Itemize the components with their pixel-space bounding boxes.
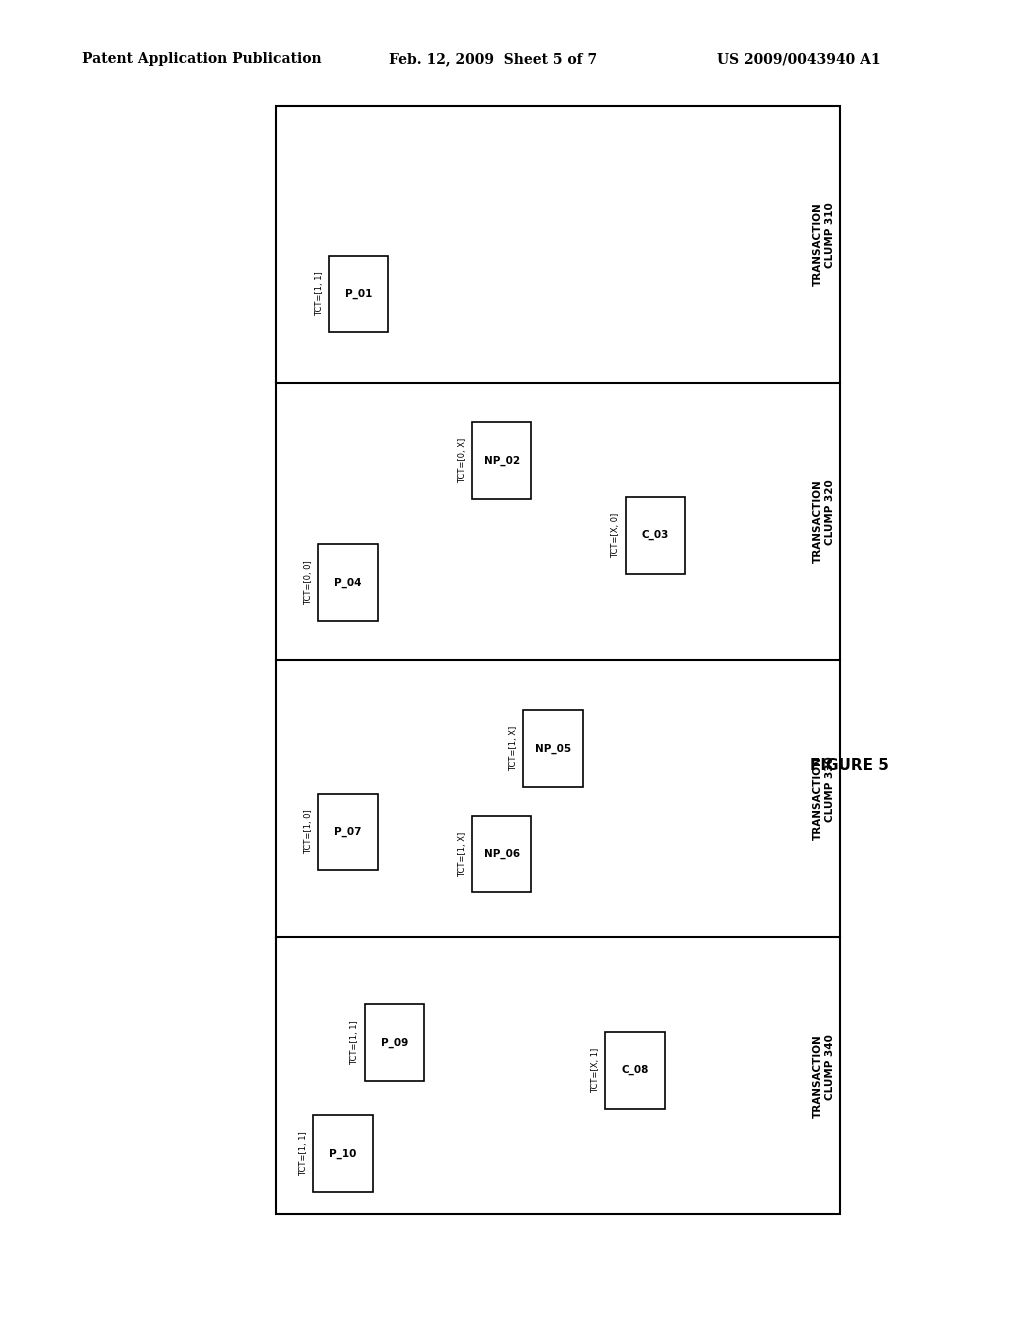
Text: NP_05: NP_05 (535, 743, 571, 754)
Text: Patent Application Publication: Patent Application Publication (82, 53, 322, 66)
Text: P_09: P_09 (381, 1038, 408, 1048)
Text: TCT=[1, 1]: TCT=[1, 1] (299, 1131, 308, 1176)
Text: TCT=[1, X]: TCT=[1, X] (509, 726, 518, 771)
Bar (472, 816, 531, 892)
Text: NP_06: NP_06 (483, 849, 520, 859)
Text: FIGURE 5: FIGURE 5 (810, 758, 890, 774)
Bar (472, 422, 531, 499)
Text: TRANSACTION
CLUMP 320: TRANSACTION CLUMP 320 (813, 479, 835, 564)
Text: US 2009/0043940 A1: US 2009/0043940 A1 (717, 53, 881, 66)
Text: NP_02: NP_02 (483, 455, 520, 466)
Bar (329, 256, 388, 333)
Bar (365, 1005, 424, 1081)
Text: TRANSACTION
CLUMP 330: TRANSACTION CLUMP 330 (813, 756, 835, 841)
Text: TCT=[0, 0]: TCT=[0, 0] (304, 560, 313, 605)
Text: C_03: C_03 (642, 531, 669, 540)
Bar (318, 793, 378, 870)
Bar (318, 544, 378, 620)
Text: P_04: P_04 (335, 577, 361, 587)
Text: C_08: C_08 (622, 1065, 648, 1076)
Text: TRANSACTION
CLUMP 340: TRANSACTION CLUMP 340 (813, 1034, 835, 1118)
Text: TCT=[1, 1]: TCT=[1, 1] (314, 272, 324, 317)
Text: TRANSACTION
CLUMP 310: TRANSACTION CLUMP 310 (813, 202, 835, 286)
Bar (313, 1115, 373, 1192)
Text: TCT=[X, 1]: TCT=[X, 1] (591, 1048, 600, 1093)
Bar (276, 106, 840, 1214)
Text: TCT=[X, 0]: TCT=[X, 0] (611, 512, 621, 558)
Text: P_07: P_07 (335, 826, 361, 837)
Text: P_01: P_01 (345, 289, 372, 300)
Bar (626, 496, 685, 573)
Text: P_10: P_10 (330, 1148, 356, 1159)
Text: TCT=[1, X]: TCT=[1, X] (458, 832, 467, 876)
Text: TCT=[1, 0]: TCT=[1, 0] (304, 809, 313, 854)
Text: TCT=[0, X]: TCT=[0, X] (458, 438, 467, 483)
Bar (605, 1032, 665, 1109)
Bar (523, 710, 583, 787)
Text: Feb. 12, 2009  Sheet 5 of 7: Feb. 12, 2009 Sheet 5 of 7 (389, 53, 597, 66)
Text: TCT=[1, 1]: TCT=[1, 1] (350, 1020, 359, 1065)
